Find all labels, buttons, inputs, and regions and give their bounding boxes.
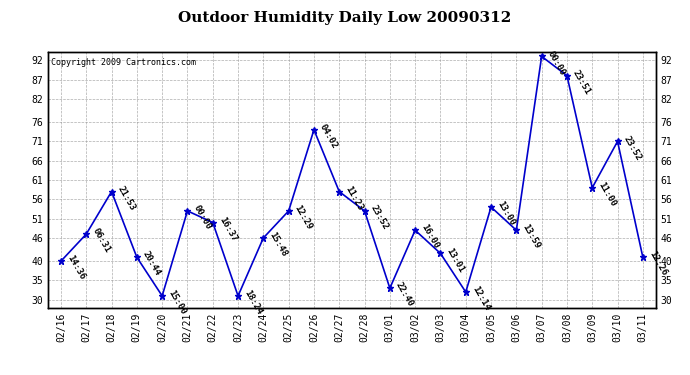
- Text: 12:14: 12:14: [470, 285, 491, 312]
- Text: 00:00: 00:00: [546, 49, 567, 77]
- Text: 14:36: 14:36: [65, 254, 86, 282]
- Text: 16:37: 16:37: [217, 215, 238, 243]
- Text: Copyright 2009 Cartronics.com: Copyright 2009 Cartronics.com: [51, 58, 197, 67]
- Text: 04:02: 04:02: [318, 123, 339, 150]
- Text: 12:26: 12:26: [647, 250, 668, 278]
- Text: 23:52: 23:52: [622, 134, 643, 162]
- Text: 18:24: 18:24: [242, 289, 264, 316]
- Text: 12:29: 12:29: [293, 204, 314, 231]
- Text: 22:40: 22:40: [394, 281, 415, 309]
- Text: 20:44: 20:44: [141, 250, 162, 278]
- Text: 13:01: 13:01: [444, 246, 466, 274]
- Text: 15:48: 15:48: [268, 231, 288, 258]
- Text: 11:00: 11:00: [596, 180, 618, 208]
- Text: 06:31: 06:31: [90, 227, 112, 255]
- Text: 13:59: 13:59: [520, 223, 542, 251]
- Text: 00:00: 00:00: [192, 204, 213, 231]
- Text: 23:51: 23:51: [571, 68, 592, 96]
- Text: 23:52: 23:52: [368, 204, 390, 231]
- Text: 13:00: 13:00: [495, 200, 516, 228]
- Text: 11:23: 11:23: [344, 184, 364, 212]
- Text: 16:00: 16:00: [420, 223, 440, 251]
- Text: Outdoor Humidity Daily Low 20090312: Outdoor Humidity Daily Low 20090312: [179, 11, 511, 25]
- Text: 15:00: 15:00: [166, 289, 188, 316]
- Text: 21:53: 21:53: [116, 184, 137, 212]
